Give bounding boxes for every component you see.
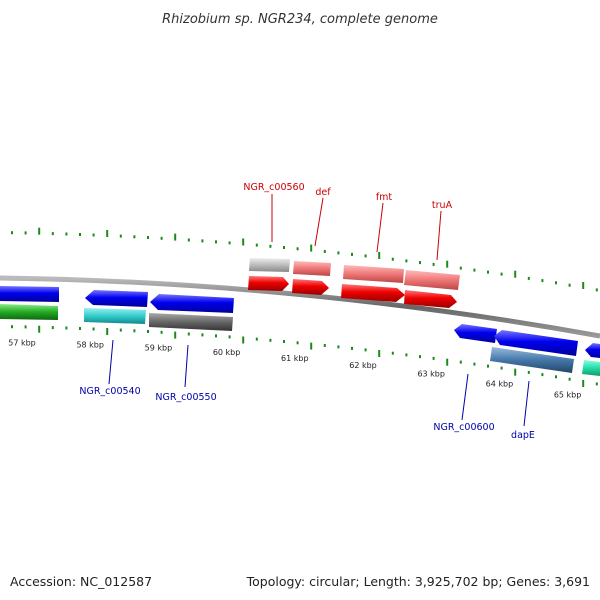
reverse-strand-ticks [11, 325, 598, 387]
cds-feature[interactable] [0, 286, 59, 302]
leader-line [376, 202, 384, 253]
accession-text: Accession: NC_012587 [10, 574, 152, 589]
forward-features [248, 258, 460, 308]
genome-backbone [0, 275, 600, 339]
gene-label-ngr-c00540[interactable]: NGR_c00540 [79, 386, 140, 397]
forward-strand-ticks [11, 227, 598, 292]
gene-label-ngr-c00550[interactable]: NGR_c00550 [155, 392, 216, 403]
cds-feature[interactable] [248, 276, 289, 291]
scale-label-64-kbp: 64 kbp [486, 379, 514, 388]
cds-feature[interactable] [341, 284, 405, 302]
gene-labels: NGR_c00560 def fmt truA NGR_c00540 NGR_c… [79, 182, 535, 441]
cds-feature[interactable] [404, 290, 457, 308]
leader-line [108, 339, 114, 385]
leader-line [436, 210, 442, 261]
gene-feature[interactable] [343, 265, 404, 283]
scale-label-60-kbp: 60 kbp [213, 348, 241, 357]
genome-title: Rhizobium sp. NGR234, complete genome [162, 12, 438, 27]
gene-feature[interactable] [404, 270, 460, 290]
gene-feature[interactable] [249, 258, 290, 272]
scale-label-63-kbp: 63 kbp [417, 370, 445, 379]
gene-label-def[interactable]: def [315, 187, 331, 198]
leader-line [184, 344, 189, 388]
scale-label-61-kbp: 61 kbp [281, 354, 309, 363]
gene-label-dape[interactable]: dapE [511, 430, 535, 441]
gene-label-ngr-c00560[interactable]: NGR_c00560 [243, 182, 304, 193]
scale-label-59-kbp: 59 kbp [145, 344, 173, 353]
gene-feature[interactable] [490, 347, 574, 373]
scale-label-58-kbp: 58 kbp [76, 340, 104, 349]
cds-feature[interactable] [292, 279, 329, 295]
cds-feature[interactable] [150, 294, 234, 313]
gene-feature[interactable] [84, 308, 146, 324]
scale-label-62-kbp: 62 kbp [349, 361, 377, 370]
cds-feature[interactable] [454, 324, 497, 343]
gene-feature[interactable] [0, 304, 58, 320]
gene-feature[interactable] [149, 313, 233, 331]
genome-summary-text: Topology: circular; Length: 3,925,702 bp… [246, 574, 590, 589]
reverse-features [0, 286, 600, 376]
gene-feature[interactable] [582, 360, 600, 376]
cds-feature[interactable] [585, 343, 600, 358]
scale-labels: 57 kbp 58 kbp 59 kbp 60 kbp 61 kbp 62 kbp 63 k… [8, 338, 581, 399]
gene-label-trua[interactable]: truA [432, 200, 453, 211]
gene-label-ngr-c00600[interactable]: NGR_c00600 [433, 422, 494, 433]
gene-label-fmt[interactable]: fmt [376, 192, 393, 203]
cds-feature[interactable] [85, 290, 148, 307]
gene-feature[interactable] [293, 261, 331, 276]
scale-label-57-kbp: 57 kbp [8, 338, 36, 347]
leader-line [461, 373, 469, 421]
scale-label-65-kbp: 65 kbp [554, 390, 582, 399]
leader-line [523, 380, 530, 427]
leader-line [314, 197, 324, 247]
cds-feature[interactable] [494, 330, 578, 356]
